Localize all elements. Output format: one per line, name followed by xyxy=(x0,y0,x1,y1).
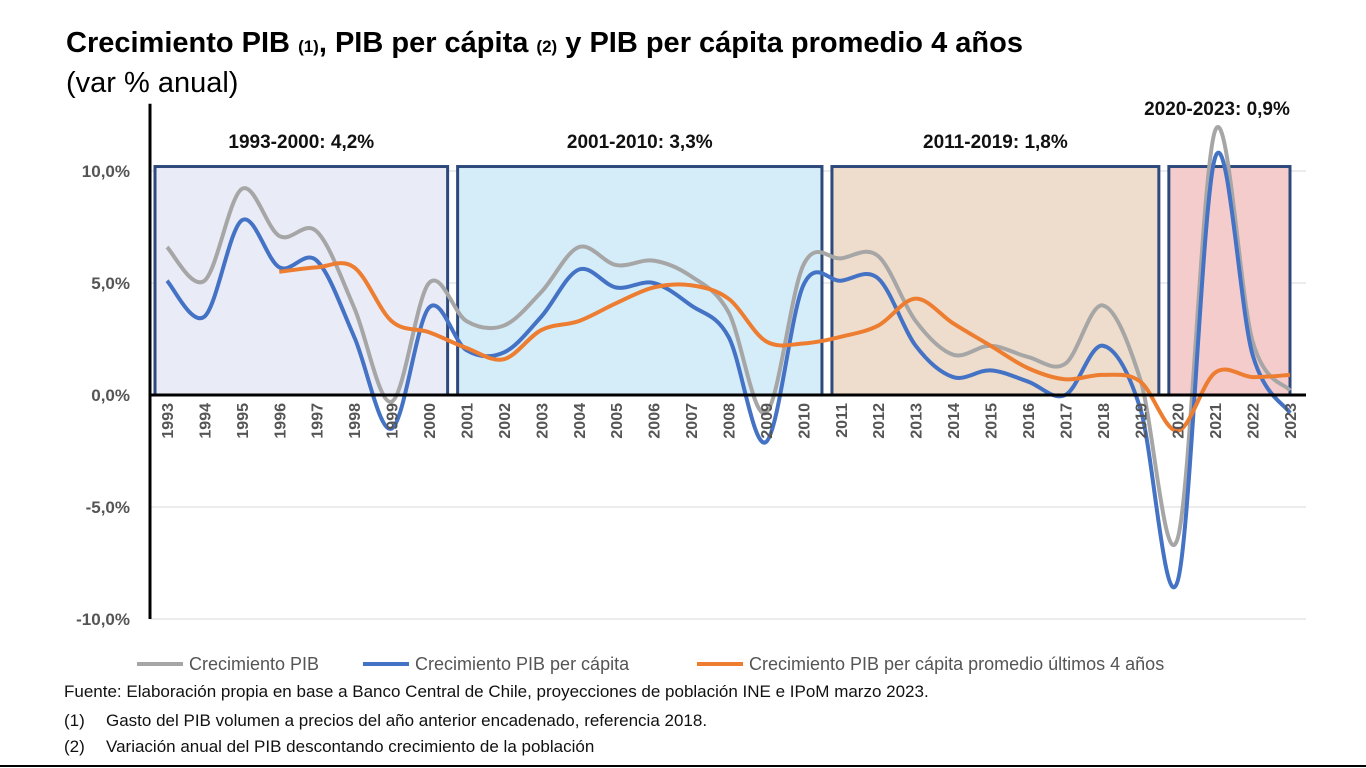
x-tick-label: 2001 xyxy=(459,403,476,439)
x-tick-label: 1993 xyxy=(160,403,177,439)
period-box xyxy=(456,165,824,397)
title-part: Crecimiento PIB xyxy=(66,27,298,59)
x-tick-label: 2003 xyxy=(534,403,551,439)
x-tick-label: 2007 xyxy=(684,403,701,439)
x-tick-label: 2010 xyxy=(796,403,813,439)
series-line xyxy=(279,261,1291,433)
x-tick-label: 1994 xyxy=(197,403,214,439)
x-tick-label: 2022 xyxy=(1246,403,1263,439)
x-tick-label: 2018 xyxy=(1096,403,1113,439)
legend-label: Crecimiento PIB per cápita xyxy=(415,654,630,674)
x-tick-label: 2023 xyxy=(1283,403,1300,439)
period-label: 2001-2010: 3,3% xyxy=(567,132,713,153)
x-tick-label: 1999 xyxy=(385,403,402,439)
note-number: (2) xyxy=(64,737,85,756)
title-part: , PIB per cápita xyxy=(319,27,537,59)
x-tick-label: 2008 xyxy=(722,403,739,439)
x-tick-label: 2015 xyxy=(984,403,1001,439)
note-text: Variación anual del PIB descontando crec… xyxy=(106,737,594,756)
y-tick-label: 10,0% xyxy=(82,162,130,181)
period-label: 2020-2023: 0,9% xyxy=(1144,99,1290,120)
series-line xyxy=(165,151,1292,590)
source: Fuente: Elaboración propia en base a Ban… xyxy=(64,682,929,701)
chart-title: Crecimiento PIB (1), PIB per cápita (2) … xyxy=(66,27,1023,59)
x-tick-label: 1995 xyxy=(235,403,252,439)
x-tick-label: 1998 xyxy=(347,403,364,439)
period-box xyxy=(830,165,1161,397)
x-tick-label: 2017 xyxy=(1058,403,1075,439)
title-part: y PIB per cápita promedio 4 años xyxy=(557,27,1023,59)
x-tick-label: 2020 xyxy=(1171,403,1188,439)
x-tick-label: 2012 xyxy=(871,403,888,439)
y-tick-label: 5,0% xyxy=(91,274,130,293)
x-tick-label: 2009 xyxy=(759,403,776,439)
x-tick-label: 2000 xyxy=(422,403,439,439)
period-label: 2011-2019: 1,8% xyxy=(923,132,1068,153)
x-tick-label: 1997 xyxy=(310,403,327,439)
x-tick-label: 2021 xyxy=(1208,403,1225,439)
y-tick-label: -10,0% xyxy=(76,610,130,629)
x-tick-label: 2016 xyxy=(1021,403,1038,439)
title-note: (2) xyxy=(536,37,557,56)
x-tick-label: 2019 xyxy=(1133,403,1150,439)
note-number: (1) xyxy=(64,711,85,730)
x-tick-label: 2005 xyxy=(609,403,626,439)
series-line xyxy=(165,125,1292,548)
x-tick-label: 2006 xyxy=(647,403,664,439)
period-label: 1993-2000: 4,2% xyxy=(228,132,374,153)
note-text: Gasto del PIB volumen a precios del año … xyxy=(106,711,707,730)
x-tick-label: 2002 xyxy=(497,403,514,439)
y-tick-label: -5,0% xyxy=(86,498,130,517)
y-tick-label: 0,0% xyxy=(91,386,130,405)
x-tick-label: 2013 xyxy=(909,403,926,439)
x-tick-label: 2011 xyxy=(834,403,851,438)
legend-label: Crecimiento PIB xyxy=(189,654,319,674)
legend-label: Crecimiento PIB per cápita promedio últi… xyxy=(749,654,1164,674)
labels-layer: -10,0% -5,0% 0,0% 5,0% 10,0% 1993-2000: 4,2% 2… xyxy=(76,99,1300,629)
x-tick-label: 1996 xyxy=(272,403,289,439)
x-tick-label: 2014 xyxy=(946,403,963,439)
title-note: (1) xyxy=(298,37,319,56)
x-tick-label: 2004 xyxy=(572,403,589,439)
axis-layer xyxy=(148,103,1306,619)
lines-layer xyxy=(165,125,1292,590)
chart-subtitle: (var % anual) xyxy=(66,67,238,99)
